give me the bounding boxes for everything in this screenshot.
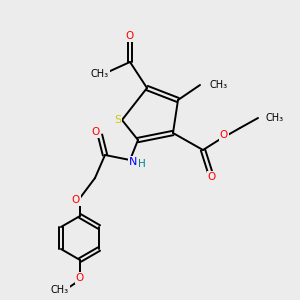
Text: O: O bbox=[72, 195, 80, 205]
Text: CH₃: CH₃ bbox=[210, 80, 228, 90]
Text: CH₃: CH₃ bbox=[266, 113, 284, 123]
Text: O: O bbox=[126, 31, 134, 41]
Text: H: H bbox=[138, 159, 146, 169]
Text: O: O bbox=[220, 130, 228, 140]
Text: CH₃: CH₃ bbox=[51, 285, 69, 295]
Text: CH₃: CH₃ bbox=[91, 69, 109, 79]
Text: S: S bbox=[114, 115, 122, 125]
Text: N: N bbox=[129, 157, 137, 167]
Text: O: O bbox=[208, 172, 216, 182]
Text: O: O bbox=[91, 127, 99, 137]
Text: O: O bbox=[76, 273, 84, 283]
